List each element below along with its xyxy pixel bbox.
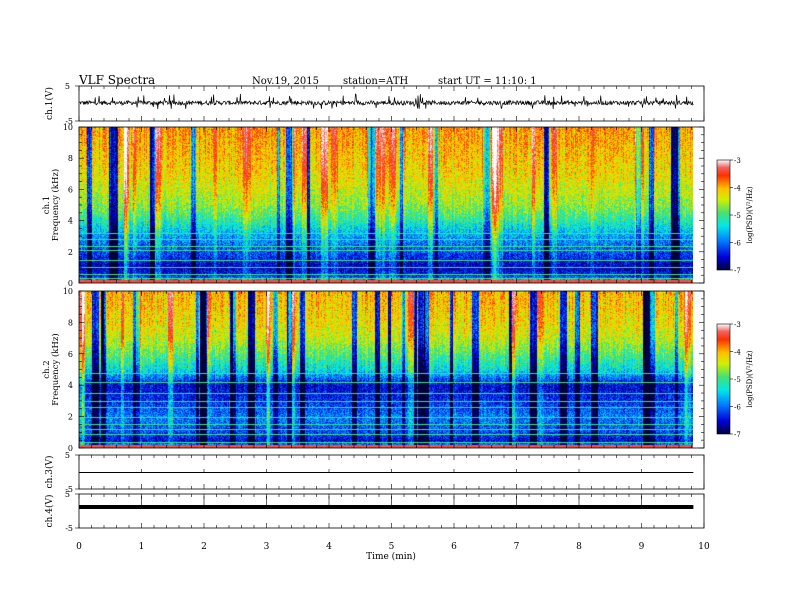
y-tick-label: 0 (68, 279, 73, 288)
panel-ch3-waveform: 5 -5 ch.3(V) (44, 451, 705, 494)
colorbar-label: log(PSD)(V²/Hz) (746, 186, 754, 243)
y-tick-label: 0 (68, 444, 73, 453)
y-tick-label: 4 (68, 217, 73, 226)
colorbar-tick-label: -6 (734, 404, 741, 412)
ch1-signal-line (78, 93, 694, 110)
y-tick-label: 8 (68, 154, 73, 163)
colorbar-tick-label: -3 (734, 157, 741, 165)
y-tick-label: -5 (65, 485, 73, 494)
colorbar-tick-label: -7 (734, 267, 741, 275)
x-tick-label: 5 (389, 542, 395, 552)
x-axis-label: Time (min) (366, 551, 416, 562)
y-tick-label: 10 (63, 287, 73, 296)
y-tick-label: 8 (68, 318, 73, 327)
y-axis-label-frequency: Frequency (kHz) (50, 333, 61, 405)
spectrogram-image (79, 291, 693, 448)
colorbar-tick-label: -7 (734, 431, 741, 439)
start-time-label: start UT = 11:10: 1 (438, 76, 537, 87)
y-axis-label-frequency: Frequency (kHz) (50, 169, 61, 241)
y-tick-label: 2 (68, 413, 73, 422)
y-tick-label: 10 (63, 123, 73, 132)
colorbar (716, 159, 731, 271)
y-axis-label: ch.1(V) (44, 87, 55, 120)
colorbar-label: log(PSD)(V²/Hz) (746, 350, 754, 407)
x-axis: 0 1 2 3 4 5 6 7 8 9 10 Time (min) (76, 542, 710, 562)
panel-ch2-spectrogram: 0 2 4 6 8 10 ch.2 Frequency (kHz) -3 -4 -5 -6 -7 log(… (42, 287, 754, 453)
figure-title: VLF Spectra (79, 73, 156, 87)
x-tick-label: 4 (326, 542, 332, 552)
y-tick-label: 4 (68, 381, 73, 390)
colorbar-tick-label: -5 (734, 376, 741, 384)
spectrogram-image (79, 127, 693, 283)
x-tick-label: 9 (639, 542, 645, 552)
colorbar-tick-label: -3 (734, 321, 741, 329)
x-tick-label: 7 (514, 542, 520, 552)
x-tick-label: 3 (264, 542, 270, 552)
y-tick-label: 5 (65, 82, 70, 91)
y-tick-label: -5 (65, 117, 73, 126)
x-tick-label: 2 (201, 542, 207, 552)
y-axis-label-channel: ch.1 (42, 196, 52, 214)
y-tick-label: 2 (68, 248, 73, 257)
colorbar-tick-label: -4 (734, 349, 741, 357)
x-tick-label: 10 (698, 542, 710, 552)
colorbar-tick-label: -5 (734, 212, 741, 220)
y-tick-label: 6 (68, 185, 73, 194)
y-tick-label: 5 (65, 490, 70, 499)
x-tick-label: 0 (76, 542, 82, 552)
date-label: Nov.19, 2015 (252, 76, 319, 87)
x-tick-label: 1 (139, 542, 145, 552)
panel-ch4-waveform: 5 -5 ch.4(V) (44, 490, 705, 533)
colorbar-tick-label: -4 (734, 185, 741, 193)
x-tick-label: 6 (451, 542, 457, 552)
station-label: station=ATH (343, 76, 409, 87)
y-tick-label: 6 (68, 350, 73, 359)
x-tick-label: 8 (576, 542, 582, 552)
y-axis-label-channel: ch.2 (42, 360, 52, 378)
colorbar-tick-label: -6 (734, 240, 741, 248)
y-tick-label: 5 (65, 451, 70, 460)
y-axis-label: ch.3(V) (44, 456, 55, 489)
panel-ch1-waveform: 5 -5 ch.1(V) (44, 82, 705, 126)
y-axis-label: ch.4(V) (44, 495, 55, 528)
panel-ch1-spectrogram: 0 2 4 6 8 10 ch.1 Frequency (kHz) -3 -4 -5 -6 -7 log(… (42, 123, 754, 288)
y-tick-label: -5 (65, 524, 73, 533)
colorbar (716, 323, 731, 435)
